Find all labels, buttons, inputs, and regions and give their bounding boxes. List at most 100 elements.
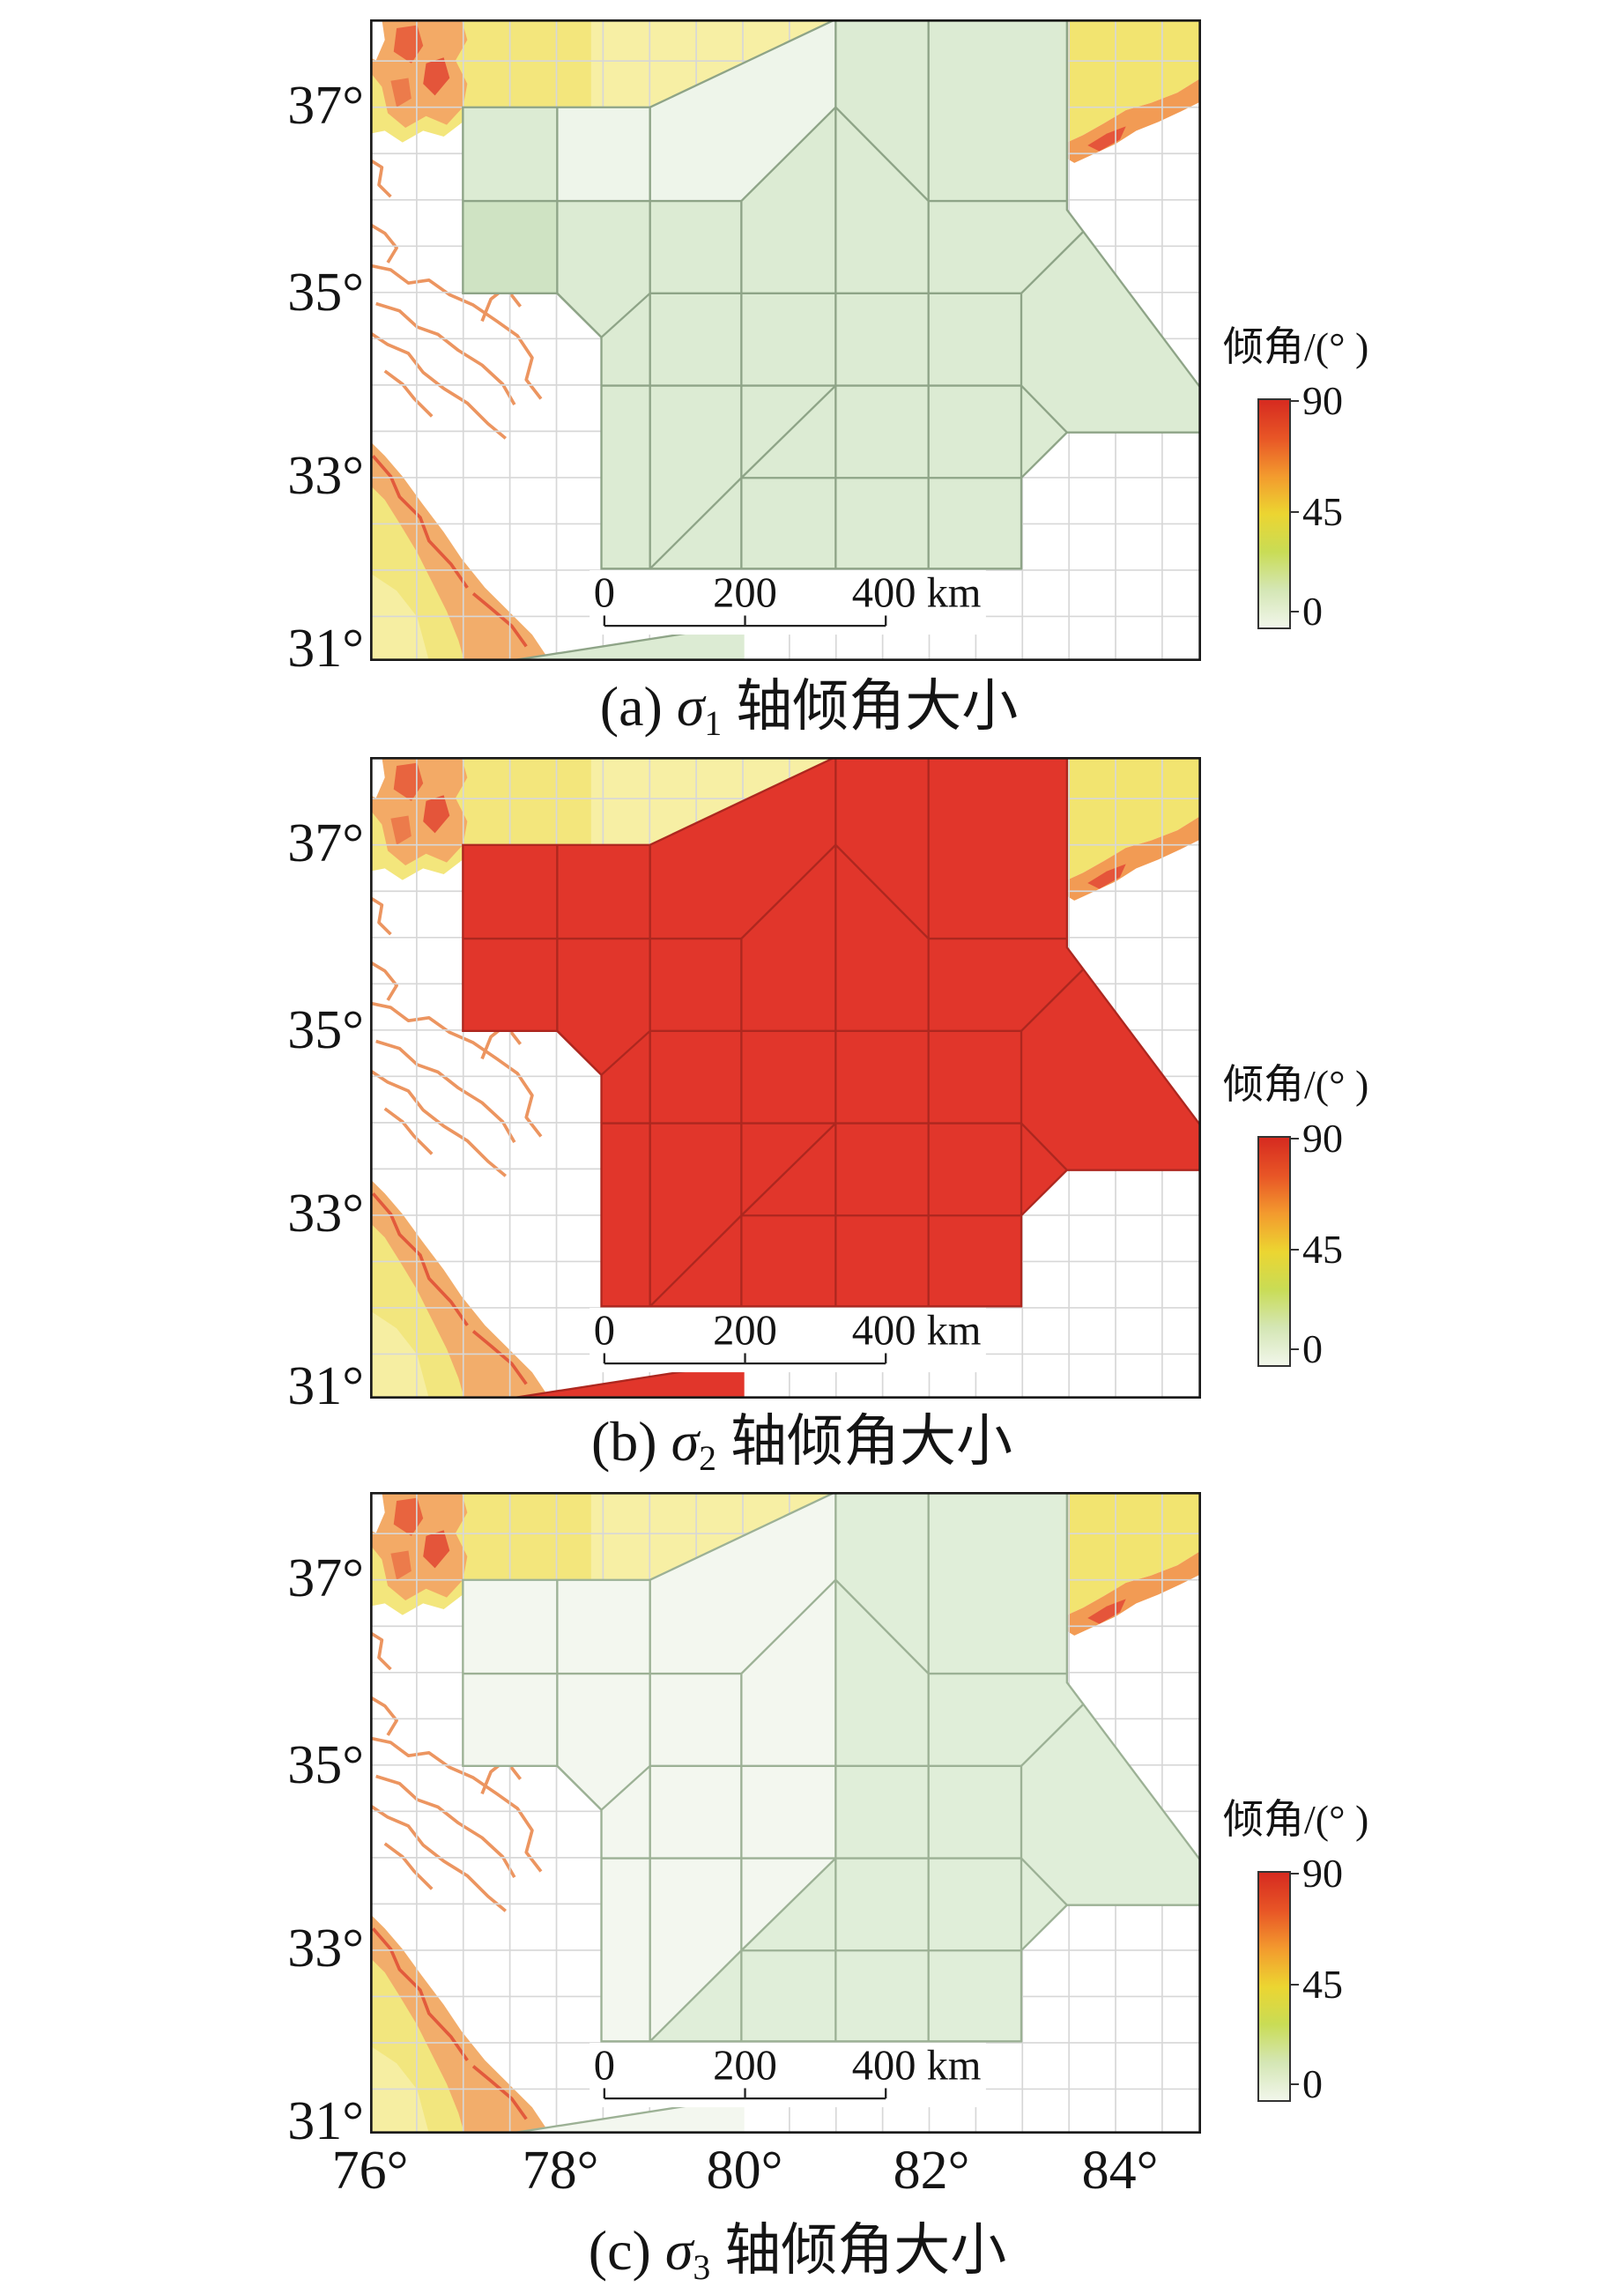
scale-bar-label: 400 km xyxy=(852,1308,982,1355)
region-edge xyxy=(834,106,930,202)
terrain-peak-red xyxy=(393,25,424,63)
caption-label: (a) xyxy=(599,675,663,739)
latitude-tick-label: 31° xyxy=(287,1356,364,1416)
region-edge xyxy=(600,1029,651,1076)
river-line xyxy=(375,1774,516,1879)
colorbar-tick xyxy=(1291,1249,1299,1251)
scale-bar-label: 400 km xyxy=(852,2043,982,2090)
colorbar-tick-label: 0 xyxy=(1302,589,1323,634)
colorbar-tick-label: 90 xyxy=(1302,1851,1343,1896)
caption-text: 轴倾角大小 xyxy=(724,2219,1007,2283)
colorbar-tick-label: 0 xyxy=(1302,2061,1323,2106)
caption-text: 轴倾角大小 xyxy=(736,675,1019,739)
colorbar-tick-label: 90 xyxy=(1302,1116,1343,1161)
panel-caption: (b) σ2 轴倾角大小 xyxy=(273,1414,1331,1477)
region-cell-shade xyxy=(557,19,836,202)
terrain-snow-white xyxy=(370,757,385,798)
terrain-peak-red xyxy=(390,1550,412,1580)
river-line xyxy=(383,369,434,418)
colorbar xyxy=(1257,1136,1291,1367)
river-line xyxy=(370,223,398,264)
caption-stress-subscript: 2 xyxy=(699,1439,717,1479)
river-line xyxy=(370,896,392,936)
scale-bar-label: 200 xyxy=(713,570,777,617)
terrain-peak-red xyxy=(390,78,412,108)
terrain-snow-white xyxy=(370,19,385,61)
river-line xyxy=(370,1001,543,1138)
colorbar-tick-label: 45 xyxy=(1302,489,1343,534)
region-edge xyxy=(556,292,603,338)
longitude-tick-label: 80° xyxy=(706,2141,783,2201)
river-line xyxy=(370,1696,398,1736)
region-edge xyxy=(1020,1857,1068,1906)
river-line xyxy=(375,301,516,406)
river-line xyxy=(370,1804,508,1912)
latitude-tick-label: 33° xyxy=(287,1184,364,1244)
region-edge xyxy=(740,384,837,479)
region-edge xyxy=(556,1029,603,1076)
scale-bar-label: 0 xyxy=(594,570,615,617)
scale-bar-label: 200 xyxy=(713,2043,777,2090)
terrain-peak-red xyxy=(423,1530,450,1569)
colorbar xyxy=(1257,1871,1291,2102)
region-edge xyxy=(740,106,837,202)
river-line xyxy=(383,1842,434,1890)
map-frame xyxy=(370,1492,1201,2134)
caption-stress-symbol: σ xyxy=(671,1410,700,1474)
colorbar-tick xyxy=(1291,2083,1299,2085)
colorbar-tick-label: 45 xyxy=(1302,1227,1343,1272)
region-edge xyxy=(1020,231,1085,294)
region-edge xyxy=(600,292,651,338)
region-edge xyxy=(740,1578,837,1674)
colorbar-title: 倾角/(° ) xyxy=(1223,1062,1369,1107)
colorbar-tick xyxy=(1291,1348,1299,1350)
river-line xyxy=(370,159,392,198)
region-edges xyxy=(462,757,1201,1399)
colorbar-title: 倾角/(° ) xyxy=(1223,324,1369,369)
region-edge xyxy=(649,1949,743,2043)
region-edge xyxy=(649,1214,743,1308)
river-line xyxy=(370,961,398,1001)
caption-label: (b) xyxy=(590,1410,657,1474)
map-panel: 0 200 400 km xyxy=(370,19,1201,661)
region-edges xyxy=(462,19,1201,661)
river-line xyxy=(371,455,469,589)
map-frame xyxy=(370,19,1201,661)
region-edge xyxy=(649,477,743,570)
region-edges xyxy=(462,1492,1201,2134)
colorbar-title: 倾角/(° ) xyxy=(1223,1797,1369,1842)
longitude-tick-label: 84° xyxy=(1081,2141,1159,2201)
panel-caption: (a) σ1 轴倾角大小 xyxy=(280,679,1338,742)
region-cell-shade xyxy=(463,201,558,293)
colorbar-tick xyxy=(1291,611,1299,612)
caption-stress-subscript: 3 xyxy=(693,2248,711,2288)
latitude-tick-label: 33° xyxy=(287,1919,364,1978)
latitude-tick-label: 37° xyxy=(287,813,364,873)
latitude-tick-label: 31° xyxy=(287,619,364,679)
colorbar xyxy=(1257,398,1291,629)
caption-stress-symbol: σ xyxy=(676,675,705,739)
terrain-highland-light xyxy=(590,757,836,845)
region-edge xyxy=(600,1764,651,1811)
region-edge xyxy=(740,843,837,939)
river-line xyxy=(370,1631,392,1671)
river-line xyxy=(383,1107,434,1155)
caption-stress-symbol: σ xyxy=(664,2219,693,2283)
river-line xyxy=(370,1069,508,1177)
latitude-tick-label: 37° xyxy=(287,1548,364,1608)
colorbar-tick xyxy=(1291,1873,1299,1875)
terrain-peak-red xyxy=(390,815,412,845)
longitude-tick-label: 76° xyxy=(331,2141,409,2201)
colorbar-tick-label: 90 xyxy=(1302,378,1343,423)
latitude-tick-label: 35° xyxy=(287,1000,364,1060)
latitude-tick-label: 35° xyxy=(287,1735,364,1795)
river-line xyxy=(375,1039,516,1144)
scale-bar-label: 400 km xyxy=(852,570,982,617)
latitude-tick-label: 35° xyxy=(287,263,364,323)
region-edge xyxy=(556,1764,603,1811)
longitude-tick-label: 78° xyxy=(522,2141,599,2201)
latitude-tick-label: 31° xyxy=(287,2091,364,2151)
terrain-snow-white xyxy=(370,1492,385,1533)
terrain-highland-yellow xyxy=(1066,1492,1201,1615)
